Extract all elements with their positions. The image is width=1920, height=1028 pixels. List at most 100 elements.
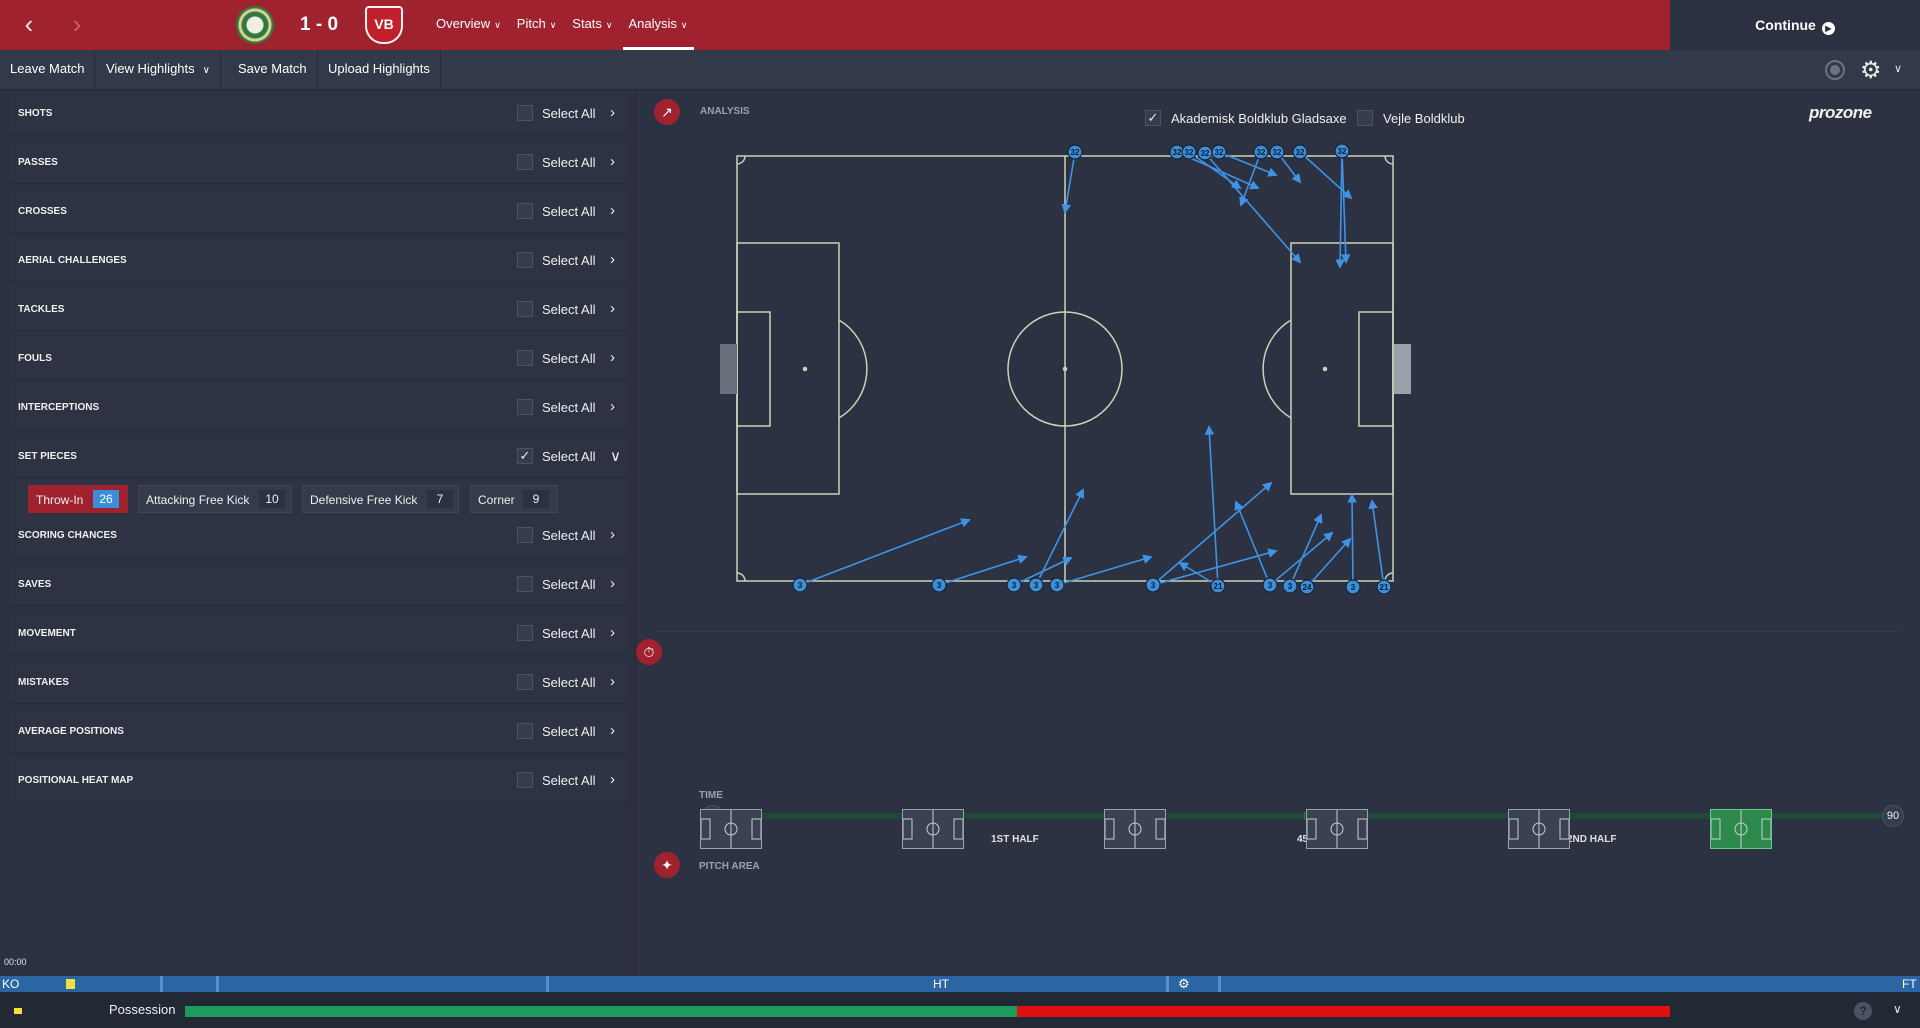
view-highlights-button[interactable]: View Highlights ∨	[96, 50, 221, 90]
event-arrow[interactable]	[1289, 513, 1323, 587]
category-row-movement[interactable]: MOVEMENT Select All ›	[10, 611, 628, 655]
select-all-checkbox[interactable]	[517, 723, 533, 739]
select-all-checkbox[interactable]	[517, 203, 533, 219]
chevron-right-icon[interactable]: ›	[610, 300, 615, 317]
select-all-checkbox[interactable]	[517, 399, 533, 415]
chevron-right-icon[interactable]: ›	[610, 202, 615, 219]
home-team-badge[interactable]	[236, 6, 274, 44]
category-row-fouls[interactable]: FOULS Select All ›	[10, 336, 628, 380]
category-row-shots[interactable]: SHOTS Select All ›	[10, 91, 628, 135]
event-arrow[interactable]	[1056, 554, 1153, 586]
player-marker[interactable]: 32	[1181, 144, 1197, 160]
select-all-checkbox[interactable]	[517, 625, 533, 641]
category-row-saves[interactable]: SAVES Select All ›	[10, 562, 628, 606]
category-row-mistakes[interactable]: MISTAKES Select All ›	[10, 660, 628, 704]
event-arrow[interactable]	[1035, 488, 1084, 586]
chevron-right-icon[interactable]: ›	[610, 771, 615, 788]
player-marker[interactable]: 32	[1253, 144, 1269, 160]
select-all-checkbox[interactable]	[517, 105, 533, 121]
player-marker[interactable]: 3	[931, 577, 947, 593]
pitch-area-left-half[interactable]	[902, 809, 964, 849]
upload-highlights-button[interactable]: Upload Highlights	[318, 50, 441, 90]
chevron-right-icon[interactable]: ›	[610, 398, 615, 415]
category-row-interceptions[interactable]: INTERCEPTIONS Select All ›	[10, 385, 628, 429]
chevron-down-icon[interactable]: ∨	[1894, 63, 1903, 75]
chevron-right-icon[interactable]: ›	[610, 526, 615, 543]
chevron-right-icon[interactable]: ›	[610, 624, 615, 641]
chevron-right-icon[interactable]: ›	[610, 104, 615, 121]
forward-icon[interactable]: ›	[72, 9, 82, 39]
player-marker[interactable]: 3	[1028, 577, 1044, 593]
player-marker[interactable]: 32	[1067, 144, 1083, 160]
event-arrow[interactable]	[1340, 150, 1351, 264]
filter-chip-corner[interactable]: Corner 9	[470, 485, 558, 513]
chevron-right-icon[interactable]: ›	[610, 349, 615, 366]
category-row-tackles[interactable]: TACKLES Select All ›	[10, 287, 628, 331]
help-icon[interactable]: ?	[1854, 1002, 1872, 1020]
category-row-scoring-chances[interactable]: SCORING CHANCES Select All ›	[10, 513, 628, 557]
chevron-down-icon[interactable]: ∨	[1893, 1002, 1902, 1016]
leave-match-button[interactable]: Leave Match	[0, 50, 96, 90]
event-arrow[interactable]	[1306, 537, 1352, 588]
player-marker[interactable]: 32	[1197, 145, 1213, 161]
chevron-right-icon[interactable]: ›	[610, 153, 615, 170]
event-arrow[interactable]	[1234, 500, 1271, 586]
player-marker[interactable]: 3	[1262, 577, 1278, 593]
team-checkbox-home[interactable]: ✓	[1145, 110, 1161, 126]
select-all-checkbox[interactable]	[517, 301, 533, 317]
back-icon[interactable]: ‹	[24, 9, 34, 39]
goal-icon[interactable]: ⚙	[1178, 976, 1190, 991]
player-marker[interactable]: 32	[1292, 144, 1308, 160]
event-arrow[interactable]	[1152, 481, 1273, 586]
category-row-positional-heat-map[interactable]: POSITIONAL HEAT MAP Select All ›	[10, 758, 628, 802]
player-marker[interactable]: 3	[1145, 577, 1161, 593]
player-marker[interactable]: 32	[1334, 143, 1350, 159]
event-arrow[interactable]	[1218, 151, 1278, 177]
event-arrow[interactable]	[799, 518, 971, 586]
filter-chip-throw-in[interactable]: Throw-In 26	[28, 485, 128, 513]
select-all-checkbox[interactable]	[517, 154, 533, 170]
continue-button[interactable]: Continue ▶	[1670, 0, 1920, 50]
player-marker[interactable]: 3	[1282, 578, 1298, 594]
event-arrow[interactable]	[1299, 151, 1353, 200]
event-arrow[interactable]	[1239, 151, 1262, 207]
pitch-area-centre[interactable]	[1104, 809, 1166, 849]
event-arrow[interactable]	[1335, 150, 1345, 269]
event-arrow[interactable]	[1347, 493, 1357, 588]
pitch-area-left-third[interactable]	[700, 809, 762, 849]
player-marker[interactable]: 3	[792, 577, 808, 593]
chevron-right-icon[interactable]: ›	[610, 673, 615, 690]
camera-icon[interactable]	[14, 1008, 22, 1014]
pitch-area-all[interactable]	[1710, 809, 1772, 849]
away-team-badge[interactable]: VB	[365, 6, 403, 44]
select-all-checkbox[interactable]	[517, 772, 533, 788]
select-all-checkbox[interactable]: ✓	[517, 448, 533, 464]
pitch-area-wings[interactable]	[1508, 809, 1570, 849]
event-arrow[interactable]	[1368, 499, 1385, 588]
player-marker[interactable]: 21	[1210, 578, 1226, 594]
select-all-checkbox[interactable]	[517, 252, 533, 268]
team-checkbox-away[interactable]	[1357, 110, 1373, 126]
player-marker[interactable]: 3	[1049, 577, 1065, 593]
gear-icon[interactable]: ⚙	[1860, 57, 1882, 84]
category-row-passes[interactable]: PASSES Select All ›	[10, 140, 628, 184]
event-arrow[interactable]	[1061, 151, 1076, 214]
chevron-right-icon[interactable]: ›	[610, 722, 615, 739]
pitch-area-full-pitch[interactable]	[1306, 809, 1368, 849]
player-marker[interactable]: 21	[1376, 579, 1392, 595]
event-arrow[interactable]	[1204, 152, 1302, 264]
event-arrow[interactable]	[1204, 425, 1219, 587]
chevron-right-icon[interactable]: ›	[610, 575, 615, 592]
nav-tab-overview[interactable]: Overview ∨	[428, 0, 509, 50]
category-row-crosses[interactable]: CROSSES Select All ›	[10, 189, 628, 233]
chevron-down-icon[interactable]: ∨	[610, 448, 621, 465]
record-icon[interactable]	[1825, 60, 1845, 80]
player-marker[interactable]: 24	[1299, 579, 1315, 595]
nav-tab-stats[interactable]: Stats ∨	[564, 0, 620, 50]
select-all-checkbox[interactable]	[517, 576, 533, 592]
match-timeline[interactable]: KO HT ⚙ FT	[0, 976, 1920, 992]
time-slider-end[interactable]: 90	[1882, 805, 1904, 827]
select-all-checkbox[interactable]	[517, 527, 533, 543]
select-all-checkbox[interactable]	[517, 674, 533, 690]
filter-chip-defensive-free-kick[interactable]: Defensive Free Kick 7	[302, 485, 459, 513]
